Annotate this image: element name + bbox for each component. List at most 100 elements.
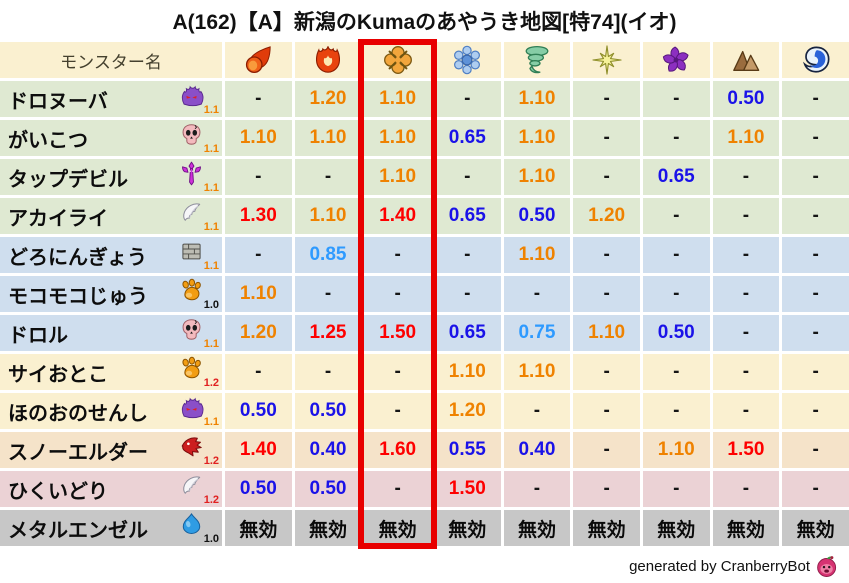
damage-multiplier-cell: - [433, 81, 501, 117]
damage-multiplier-cell: 1.10 [225, 120, 292, 156]
monster-name: アカイライ [8, 207, 108, 230]
damage-multiplier-cell: - [503, 393, 571, 429]
damage-multiplier-cell: 無効 [573, 510, 640, 546]
monster-name: ほのおのせんし [8, 402, 148, 425]
damage-multiplier-cell: - [642, 198, 710, 234]
damage-multiplier-cell: 1.10 [503, 354, 571, 390]
monster-family: 1.2 [176, 432, 220, 468]
damage-multiplier-cell: 無効 [364, 510, 431, 546]
spawn-rate-multiplier: 1.2 [203, 455, 219, 467]
damage-multiplier-cell: 0.65 [433, 120, 501, 156]
damage-multiplier-cell: 1.10 [503, 120, 571, 156]
damage-multiplier-cell: 無効 [294, 510, 362, 546]
damage-multiplier-cell: - [573, 471, 640, 507]
damage-multiplier-cell: 1.10 [294, 198, 362, 234]
damage-multiplier-cell: - [782, 159, 849, 195]
monster-name: どろにんぎょう [8, 246, 147, 269]
explosion-burst-icon [383, 46, 413, 74]
damage-multiplier-cell: - [642, 120, 710, 156]
monster-name: メタルエンゼル [8, 519, 148, 542]
damage-multiplier-cell: 1.10 [364, 159, 431, 195]
damage-multiplier-cell: - [573, 276, 640, 312]
damage-multiplier-cell: 1.10 [712, 120, 780, 156]
monster-name: ドロル [8, 324, 68, 347]
damage-multiplier-cell: - [573, 237, 640, 273]
element-column-water [782, 42, 849, 78]
damage-multiplier-cell: - [364, 393, 431, 429]
damage-multiplier-cell: 0.55 [433, 432, 501, 468]
damage-multiplier-cell: 1.10 [503, 159, 571, 195]
damage-multiplier-cell: - [782, 393, 849, 429]
monster-name: スノーエルダー [8, 441, 148, 464]
damage-multiplier-cell: - [712, 354, 780, 390]
spawn-rate-multiplier: 1.1 [203, 143, 219, 155]
damage-multiplier-cell: 1.10 [573, 315, 640, 351]
damage-multiplier-cell: - [433, 276, 501, 312]
spawn-rate-multiplier: 1.0 [203, 299, 219, 311]
damage-multiplier-cell: 0.50 [642, 315, 710, 351]
damage-multiplier-cell: - [225, 81, 292, 117]
monster-name: タップデビル [8, 168, 128, 191]
damage-multiplier-cell: - [642, 354, 710, 390]
tornado-icon [522, 45, 552, 74]
monster-name-cell: がいこつ 1.1 [0, 120, 222, 156]
damage-multiplier-cell: - [782, 120, 849, 156]
monster-name: ひくいどり [8, 480, 108, 503]
monster-row: がいこつ 1.1 1.10 1.10 1.10 0.65 1.10- -1.10- [0, 120, 849, 156]
damage-multiplier-cell: 1.10 [364, 81, 431, 117]
damage-multiplier-cell: 1.50 [712, 432, 780, 468]
damage-multiplier-cell: 0.50 [225, 393, 292, 429]
damage-multiplier-cell: - [712, 471, 780, 507]
damage-multiplier-cell: - [225, 159, 292, 195]
damage-multiplier-cell: - [364, 237, 431, 273]
damage-multiplier-cell: 0.50 [503, 198, 571, 234]
monster-row: どろにんぎょう 1.1-0.85- -1.10- - - - [0, 237, 849, 273]
damage-multiplier-cell: - [712, 237, 780, 273]
spawn-rate-multiplier: 1.0 [203, 533, 219, 545]
monster-family: 1.1 [176, 81, 220, 117]
damage-multiplier-cell: - [782, 237, 849, 273]
damage-multiplier-cell: - [712, 198, 780, 234]
monster-name-cell: どろにんぎょう 1.1 [0, 237, 222, 273]
damage-multiplier-cell: - [225, 237, 292, 273]
wave-icon [801, 46, 831, 73]
element-column-ice [433, 42, 501, 78]
monster-row: タップデビル 1.1- -1.10-1.10-0.65- - [0, 159, 849, 195]
monster-family: 1.2 [176, 354, 220, 390]
damage-multiplier-cell: - [782, 276, 849, 312]
monster-family: 1.1 [176, 315, 220, 351]
damage-multiplier-cell: - [364, 276, 431, 312]
damage-multiplier-cell: 0.50 [225, 471, 292, 507]
damage-multiplier-cell: 0.50 [712, 81, 780, 117]
damage-multiplier-cell: 1.40 [364, 198, 431, 234]
header-row: モンスター名 [0, 42, 849, 78]
monster-name-cell: モコモコじゅう 1.0 [0, 276, 222, 312]
damage-multiplier-cell: 1.60 [364, 432, 431, 468]
damage-multiplier-cell: - [642, 393, 710, 429]
monster-family: 1.0 [176, 510, 220, 546]
damage-multiplier-cell: - [642, 237, 710, 273]
damage-multiplier-cell: - [364, 471, 431, 507]
monster-row: モコモコじゅう 1.0 1.10- - - - - - - - [0, 276, 849, 312]
damage-multiplier-cell: - [573, 159, 640, 195]
element-column-blaze [294, 42, 362, 78]
monster-name-cell: サイおとこ 1.2 [0, 354, 222, 390]
monster-row: アカイライ 1.1 1.30 1.10 1.40 0.65 0.50 1.20- - - [0, 198, 849, 234]
damage-multiplier-cell: - [712, 393, 780, 429]
spawn-rate-multiplier: 1.1 [203, 104, 219, 116]
damage-multiplier-cell: - [642, 276, 710, 312]
damage-multiplier-cell: 0.75 [503, 315, 571, 351]
damage-multiplier-cell: 0.50 [294, 471, 362, 507]
damage-multiplier-cell: - [433, 237, 501, 273]
damage-multiplier-cell: 1.10 [503, 237, 571, 273]
damage-multiplier-cell: - [573, 81, 640, 117]
damage-multiplier-cell: 0.85 [294, 237, 362, 273]
damage-multiplier-cell: 0.65 [433, 315, 501, 351]
weakness-table-wrap: モンスター名 ドロヌーバ 1.1-1.20 1.10-1.10- -0.50- がいこつ… [0, 39, 849, 549]
damage-multiplier-cell: - [503, 276, 571, 312]
monster-row: サイおとこ 1.2- - -1.10 1.10- - - - [0, 354, 849, 390]
cranberry-icon [815, 554, 839, 578]
damage-multiplier-cell: 1.50 [433, 471, 501, 507]
damage-multiplier-cell: - [573, 120, 640, 156]
